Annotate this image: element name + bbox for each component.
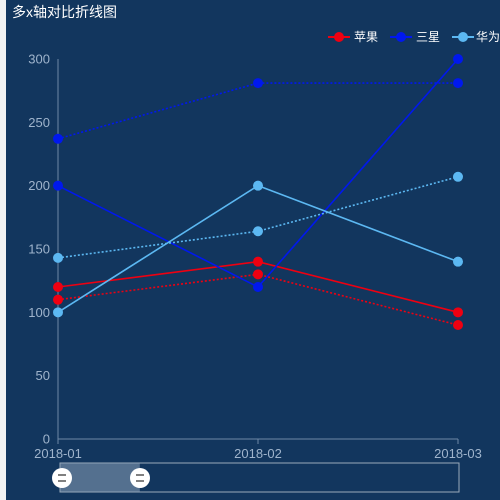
series-3 (53, 78, 463, 144)
data-point[interactable] (453, 78, 463, 89)
x-axis-ticks: 2018-01 2018-02 2018-03 (34, 439, 482, 461)
legend-marker-apple (334, 32, 344, 42)
legend-marker-samsung (396, 32, 406, 42)
x-tick-label: 2018-02 (234, 446, 282, 461)
data-point[interactable] (53, 180, 63, 191)
y-axis-ticks: 0 50 100 150 200 250 300 (28, 52, 50, 447)
data-point[interactable] (453, 54, 463, 64)
series-5 (53, 171, 463, 263)
legend-marker-huawei (458, 32, 468, 42)
legend: 苹果 三星 华为 (328, 30, 500, 44)
data-zoom-handle-right[interactable] (130, 468, 150, 488)
y-tick-label: 300 (28, 52, 50, 67)
y-tick-label: 250 (28, 115, 50, 130)
series-layer (53, 54, 463, 330)
legend-label-huawei: 华为 (476, 30, 500, 44)
data-point[interactable] (453, 307, 463, 318)
series-2 (53, 54, 463, 292)
y-tick-label: 150 (28, 242, 50, 257)
series-line (57, 58, 459, 288)
series-0 (53, 256, 463, 318)
data-point[interactable] (253, 180, 263, 191)
data-point[interactable] (253, 256, 263, 267)
legend-item-apple[interactable]: 苹果 (328, 30, 378, 44)
legend-label-apple: 苹果 (354, 30, 378, 44)
y-tick-label: 200 (28, 178, 50, 193)
data-point[interactable] (453, 171, 463, 182)
x-tick-label: 2018-03 (434, 446, 482, 461)
series-4 (53, 180, 463, 318)
series-line (57, 184, 459, 314)
data-point[interactable] (53, 307, 63, 318)
y-tick-label: 100 (28, 305, 50, 320)
data-point[interactable] (253, 282, 263, 292)
data-point[interactable] (53, 252, 63, 263)
data-zoom-handle-left[interactable] (52, 468, 72, 488)
x-tick-label: 2018-01 (34, 446, 82, 461)
data-point[interactable] (253, 78, 263, 89)
y-tick-label: 50 (36, 368, 50, 383)
data-zoom-slider[interactable] (52, 462, 460, 493)
legend-label-samsung: 三星 (416, 30, 440, 44)
data-point[interactable] (253, 269, 263, 280)
legend-item-huawei[interactable]: 华为 (452, 30, 500, 44)
data-point[interactable] (453, 320, 463, 330)
data-point[interactable] (53, 133, 63, 144)
zoom-handle-left-knob[interactable] (52, 468, 72, 488)
data-point[interactable] (53, 282, 63, 292)
data-point[interactable] (53, 294, 63, 305)
zoom-handle-right-knob[interactable] (130, 468, 150, 488)
series-line (57, 82, 458, 140)
series-line (57, 273, 459, 326)
series-1 (53, 269, 463, 330)
y-tick-label: 0 (43, 432, 50, 447)
data-point[interactable] (453, 256, 463, 267)
chart-title: 多x轴对比折线图 (12, 4, 117, 20)
data-point[interactable] (253, 226, 263, 237)
chart-container: 多x轴对比折线图 苹果 三星 华为 0 50 100 150 200 250 300 201… (6, 0, 500, 500)
data-zoom-window[interactable] (60, 463, 140, 492)
line-chart: 多x轴对比折线图 苹果 三星 华为 0 50 100 150 200 250 300 201… (12, 4, 500, 493)
legend-item-samsung[interactable]: 三星 (390, 30, 440, 44)
